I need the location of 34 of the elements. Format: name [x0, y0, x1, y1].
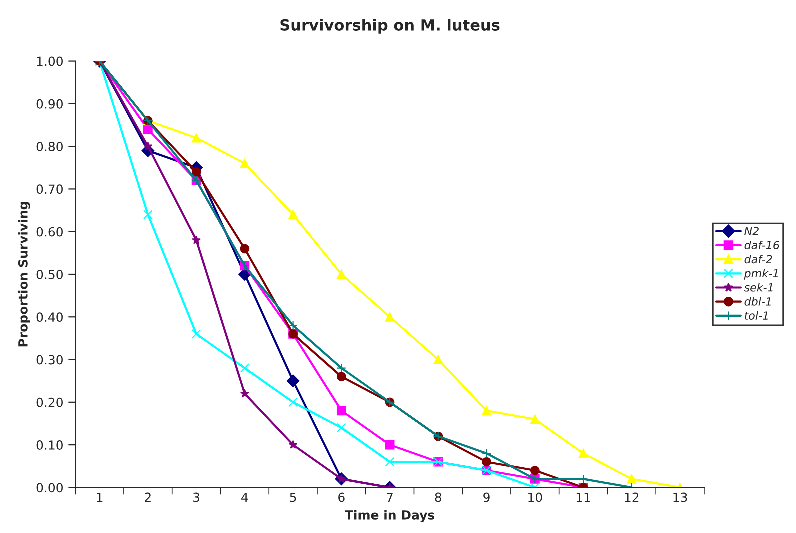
y-tick-label: 0.80: [36, 142, 63, 152]
x-tick-label: 4: [242, 492, 248, 502]
legend-label: daf-2: [744, 255, 772, 264]
y-tick-label: 0.10: [36, 440, 63, 450]
y-tick-label: 0.70: [36, 184, 63, 194]
x-tick-label: 8: [435, 492, 442, 502]
x-tick-label: 9: [484, 492, 490, 502]
y-tick-label: 0.30: [36, 355, 63, 365]
y-tick-label: 0.00: [36, 483, 63, 493]
x-tick-label: 10: [528, 492, 542, 502]
y-tick-label: 0.60: [36, 227, 63, 237]
x-tick-label: 5: [290, 492, 296, 502]
legend-label: tol-1: [744, 311, 768, 320]
legend-label: sek-1: [744, 283, 773, 292]
x-tick-label: 2: [145, 492, 151, 502]
x-tick-label: 11: [576, 492, 590, 502]
x-axis-title: Time in Days: [344, 510, 435, 522]
x-tick-label: 13: [674, 492, 688, 502]
x-tick-label: 12: [625, 492, 639, 502]
y-axis-title: Proportion Surviving: [18, 202, 30, 347]
y-tick-label: 1.00: [37, 56, 63, 66]
chart-title: Survivorship on M. luteus: [280, 19, 500, 34]
y-tick-label: 0.90: [36, 99, 63, 109]
y-tick-label: 0.20: [36, 398, 63, 408]
legend-label: pmk-1: [744, 269, 778, 280]
x-tick-label: 3: [194, 492, 200, 502]
legend-label: daf-16: [744, 240, 780, 250]
y-tick-label: 0.50: [36, 270, 63, 280]
x-tick-label: 6: [338, 492, 345, 502]
y-tick-label: 0.40: [36, 312, 63, 322]
x-tick-label: 1: [97, 492, 103, 502]
x-tick-label: 7: [387, 492, 393, 502]
legend-label: dbl-1: [744, 297, 771, 306]
legend-label: N2: [744, 227, 759, 236]
